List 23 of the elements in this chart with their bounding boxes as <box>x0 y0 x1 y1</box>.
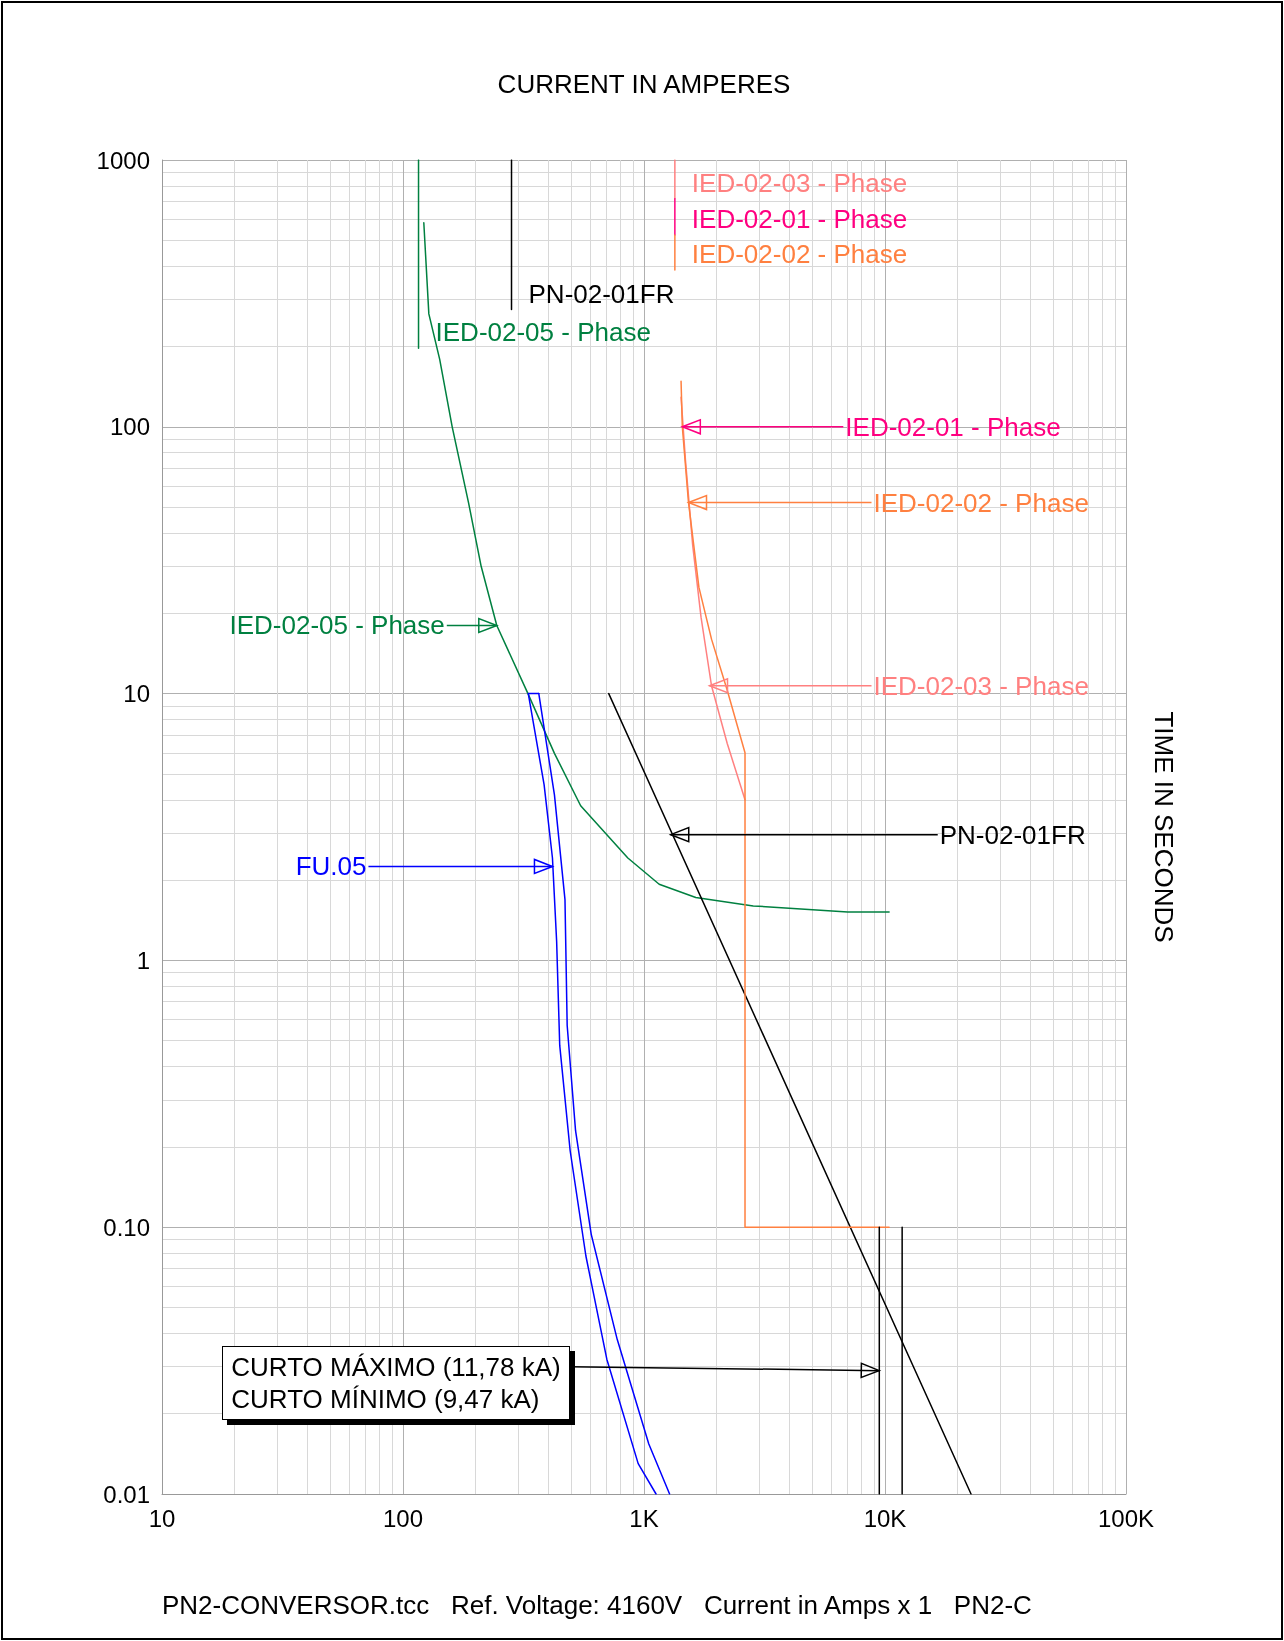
x-tick-label: 10K <box>863 1504 907 1532</box>
y-axis-title: TIME IN SECONDS <box>1149 711 1179 943</box>
x-tick-label: 1K <box>629 1504 659 1532</box>
y-tick-label: 1 <box>136 946 150 974</box>
text: PN2-CONVERSOR.tcc Ref. Voltage: 4160V Current in Amps x 1 PN2-C <box>162 1590 1032 1620</box>
series-label: IED-02-05 - Phase <box>435 317 651 348</box>
y-tick-label: 0.01 <box>103 1480 150 1508</box>
series-label: IED-02-02 - Phase <box>691 239 908 269</box>
series-label: PN-02-01FR <box>528 278 675 309</box>
y-tick-label: 100 <box>109 413 150 441</box>
x-axis-title: CURRENT IN AMPERES <box>497 69 791 99</box>
y-tick-label: 0.10 <box>103 1213 150 1241</box>
series-label: IED-02-01 - Phase <box>691 204 908 235</box>
annotation: IED-02-05 - Phase <box>229 610 445 641</box>
x-tick-label: 10 <box>148 1504 176 1532</box>
annotation: IED-02-01 - Phase <box>845 411 1061 442</box>
y-tick-label: 10 <box>123 680 150 708</box>
x-tick-label: 100K <box>1097 1504 1155 1532</box>
annotation: IED-02-02 - Phase <box>873 487 1089 518</box>
annotation: FU.05 <box>295 851 367 882</box>
annotation: PN-02-01FR <box>939 819 1086 850</box>
y-tick-label: 1000 <box>96 146 150 174</box>
x-tick-label: 100 <box>382 1504 424 1532</box>
